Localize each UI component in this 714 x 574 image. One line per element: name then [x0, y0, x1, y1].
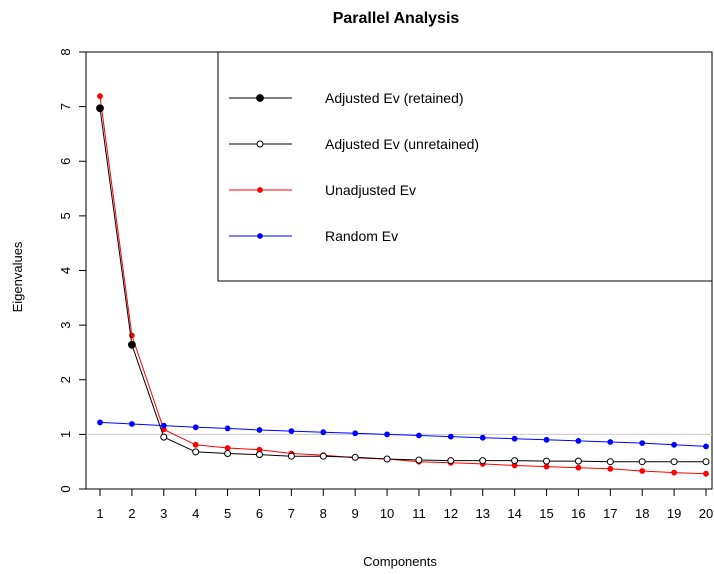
y-tick-label: 7 [58, 103, 73, 110]
legend-label-3: Random Ev [325, 228, 398, 244]
x-tick-label: 13 [476, 506, 490, 521]
series-point-2 [192, 441, 199, 448]
series-point-adjusted-unretained [479, 457, 487, 465]
series-point-adjusted-retained [128, 340, 136, 349]
series-point-3 [575, 438, 582, 444]
legend-marker-0 [256, 94, 264, 102]
y-tick-label: 4 [58, 267, 73, 274]
legend-marker-3 [257, 233, 263, 239]
x-tick-label: 19 [667, 506, 681, 521]
legend-label-2: Unadjusted Ev [325, 182, 416, 198]
series-point-3 [479, 434, 486, 441]
y-tick-label: 8 [58, 48, 73, 55]
series-point-adjusted-unretained [574, 457, 582, 465]
y-tick-label: 6 [58, 158, 73, 165]
x-tick-label: 4 [192, 506, 199, 521]
x-tick-label: 20 [699, 506, 713, 521]
series-point-3 [352, 430, 359, 437]
series-point-2 [671, 469, 677, 476]
x-tick-label: 3 [160, 506, 167, 521]
series-point-3 [671, 441, 677, 448]
series-point-3 [703, 443, 709, 450]
series-point-adjusted-unretained [415, 456, 423, 464]
y-tick-label: 0 [58, 485, 73, 492]
legend-label-0: Adjusted Ev (retained) [325, 90, 464, 106]
series-point-3 [256, 427, 263, 433]
x-tick-label: 10 [380, 506, 394, 521]
series-point-3 [607, 439, 614, 445]
x-tick-label: 9 [352, 506, 359, 521]
series-point-3 [160, 422, 167, 429]
x-tick-label: 1 [96, 506, 103, 521]
y-tick-label: 3 [58, 322, 73, 329]
series-point-3 [447, 433, 454, 440]
x-tick-label: 5 [224, 506, 231, 521]
y-tick-label: 2 [58, 376, 73, 383]
series-point-2 [703, 470, 709, 477]
x-tick-label: 8 [320, 506, 327, 521]
x-tick-label: 16 [571, 506, 585, 521]
series-line-adjusted [99, 108, 706, 463]
series-point-3 [320, 429, 327, 436]
series-point-3 [543, 436, 550, 443]
y-tick-label: 1 [58, 431, 73, 438]
x-tick-label: 11 [412, 506, 426, 521]
legend-marker-1 [256, 140, 264, 148]
series-point-adjusted-retained [96, 104, 104, 113]
x-tick-label: 6 [256, 506, 263, 521]
series-point-3 [129, 421, 135, 427]
series-point-adjusted-unretained [287, 452, 295, 460]
y-tick-label: 5 [58, 212, 73, 219]
series-point-adjusted-unretained [192, 448, 200, 456]
series-point-3 [416, 432, 422, 439]
x-tick-label: 2 [128, 506, 135, 521]
plot-area: 1 2 3 4 5 6 7 8 9 10 11 12 13 14 15 16 17 18 19 20012345678… [58, 48, 713, 521]
series-point-3 [384, 431, 391, 438]
series-line-2 [99, 96, 707, 475]
legend-box [217, 51, 713, 282]
x-tick-label: 17 [603, 506, 617, 521]
series-point-adjusted-unretained [638, 458, 646, 466]
y-axis-label: Eigenvalues [10, 241, 25, 312]
series-point-3 [288, 428, 295, 435]
x-tick-label: 15 [539, 506, 553, 521]
series-point-3 [192, 424, 199, 431]
series-point-adjusted-unretained [543, 457, 550, 465]
series-line-3 [99, 421, 707, 447]
series-point-2 [575, 464, 582, 471]
series-point-2 [97, 93, 103, 100]
series-point-2 [543, 463, 550, 470]
legend-label-1: Adjusted Ev (unretained) [325, 136, 479, 152]
series-point-adjusted-unretained [447, 457, 455, 465]
x-tick-label: 14 [507, 506, 521, 521]
series-point-adjusted-unretained [511, 457, 519, 465]
x-tick-label: 18 [635, 506, 649, 521]
series-point-adjusted-unretained [160, 433, 168, 441]
series-point-2 [607, 465, 614, 472]
series-point-3 [639, 440, 646, 447]
x-tick-label: 12 [444, 506, 458, 521]
series-point-adjusted-unretained [224, 450, 232, 457]
series-point-2 [224, 445, 231, 451]
series-point-2 [639, 468, 646, 474]
series-point-adjusted-unretained [256, 451, 263, 459]
series-point-adjusted-unretained [702, 458, 710, 466]
chart-title: Parallel Analysis [333, 10, 460, 27]
x-axis-label: Components [363, 554, 437, 569]
legend-marker-2 [257, 187, 263, 193]
series-point-adjusted-unretained [383, 455, 391, 463]
series-point-adjusted-unretained [351, 453, 359, 461]
series-point-3 [511, 435, 518, 442]
x-tick-label: 7 [288, 506, 295, 521]
series-point-adjusted-unretained [606, 458, 614, 466]
series-point-3 [97, 419, 103, 426]
series-point-3 [224, 425, 231, 432]
series-point-adjusted-unretained [319, 452, 327, 460]
series-point-adjusted-unretained [670, 458, 678, 466]
